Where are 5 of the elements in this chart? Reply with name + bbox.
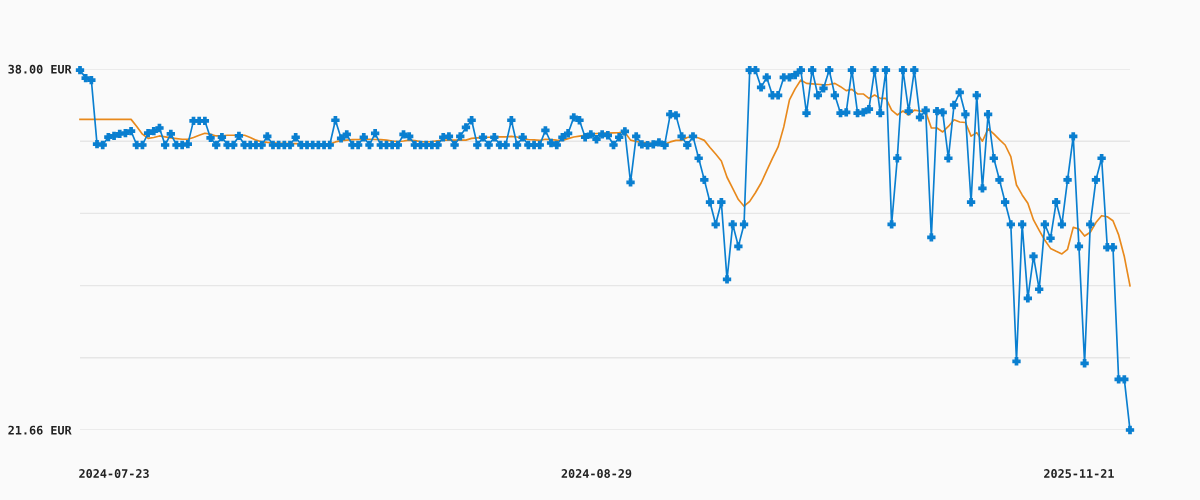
x-tick-label: 2025-11-21: [1044, 469, 1114, 479]
x-tick-label: 2024-08-29: [561, 469, 632, 479]
y-tick-label: 38.00 EUR: [8, 64, 72, 74]
x-tick-label: 2024-07-23: [79, 469, 149, 479]
y-tick-label: 21.66 EUR: [8, 425, 72, 435]
